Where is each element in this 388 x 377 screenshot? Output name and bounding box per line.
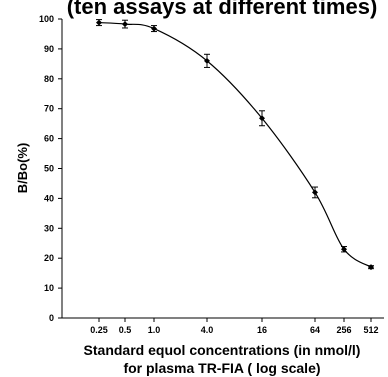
data-series xyxy=(96,19,374,271)
y-tick-label: 70 xyxy=(44,104,54,114)
y-tick-label: 90 xyxy=(44,44,54,54)
x-tick-label: 16 xyxy=(257,325,267,335)
y-tick-label: 100 xyxy=(39,14,54,24)
x-tick-label: 0.5 xyxy=(119,325,132,335)
chart-title: (ten assays at different times) xyxy=(67,0,378,19)
y-tick-label: 40 xyxy=(44,193,54,203)
y-tick-label: 0 xyxy=(49,313,54,323)
y-tick-label: 20 xyxy=(44,253,54,263)
y-tick-label: 60 xyxy=(44,134,54,144)
y-axis-label: B/Bo(%) xyxy=(15,143,30,194)
x-tick-label: 1.0 xyxy=(148,325,161,335)
y-tick-label: 50 xyxy=(44,164,54,174)
y-tick-label: 30 xyxy=(44,223,54,233)
series-line xyxy=(98,21,372,268)
data-point xyxy=(204,57,210,64)
x-axis-label-line2: for plasma TR-FIA ( log scale) xyxy=(123,360,320,376)
x-tick-label: 0.25 xyxy=(90,325,108,335)
data-point xyxy=(312,189,318,196)
data-point xyxy=(96,19,102,26)
x-tick-label: 4.0 xyxy=(201,325,214,335)
x-axis-label-line1: Standard equol concentrations (in nmol/l… xyxy=(84,342,361,358)
y-tick-label: 10 xyxy=(44,283,54,293)
data-point xyxy=(368,264,374,271)
y-axis-ticks: 0 10 20 30 40 50 60 70 80 90 100 xyxy=(39,14,62,323)
data-point xyxy=(151,25,157,32)
axes xyxy=(61,19,384,319)
x-tick-label: 256 xyxy=(336,325,351,335)
x-tick-label: 64 xyxy=(310,325,320,335)
data-point xyxy=(341,246,347,253)
y-tick-label: 80 xyxy=(44,74,54,84)
x-tick-label: 512 xyxy=(363,325,378,335)
data-point xyxy=(122,21,128,28)
data-point xyxy=(259,115,265,122)
x-axis-ticks: 0.25 0.5 1.0 4.0 16 64 256 512 xyxy=(90,318,379,335)
